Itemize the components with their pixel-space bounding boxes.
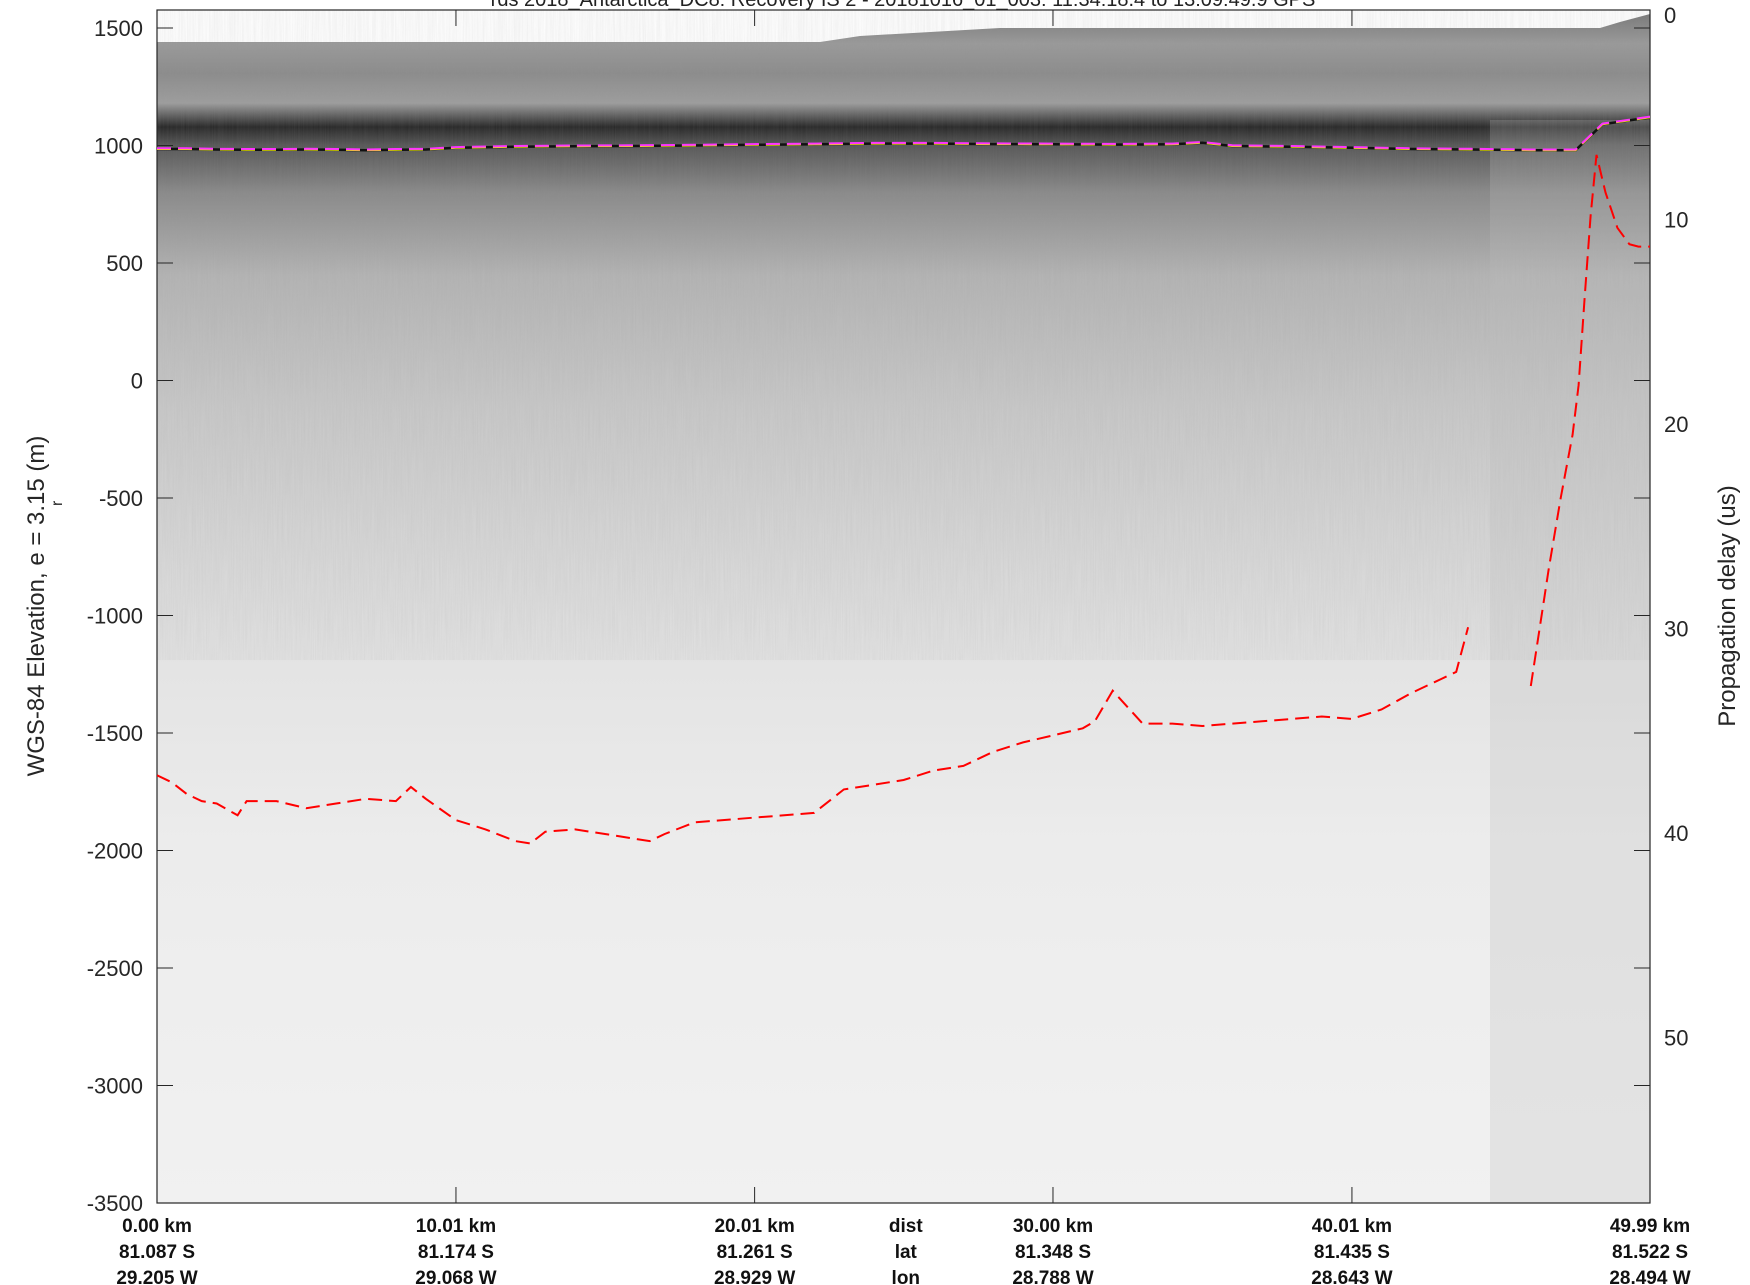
y-tick-label: 500 bbox=[106, 251, 143, 276]
y-tick-label: 1500 bbox=[94, 16, 143, 41]
y-tick-label: 0 bbox=[131, 369, 143, 394]
x-tick-label-lon: 28.494 W bbox=[1609, 1268, 1690, 1285]
svg-text:WGS-84 Elevation, e = 3.15 (m: WGS-84 Elevation, e = 3.15 (m) bbox=[23, 436, 50, 777]
x-tick-label-dist: 10.01 km bbox=[416, 1216, 496, 1237]
x-tick-label-dist: 40.01 km bbox=[1312, 1216, 1392, 1237]
series-line-3 bbox=[1529, 154, 1650, 687]
series-line-1 bbox=[157, 115, 1650, 151]
y2-tick-label: 40 bbox=[1664, 821, 1688, 846]
x-row-name: dist bbox=[889, 1216, 923, 1237]
x-tick-label-lat: 81.261 S bbox=[717, 1242, 793, 1263]
x-tick-label-dist: 0.00 km bbox=[122, 1216, 192, 1237]
x-tick-label-lat: 81.435 S bbox=[1314, 1242, 1390, 1263]
x-tick-label-dist: 49.99 km bbox=[1610, 1216, 1690, 1237]
x-tick-label-lat: 81.348 S bbox=[1015, 1242, 1091, 1263]
x-tick-label-lat: 81.174 S bbox=[418, 1242, 494, 1263]
y2-tick-label: 30 bbox=[1664, 617, 1688, 642]
y-tick-label: 1000 bbox=[94, 134, 143, 159]
chart-title: rds 2018_Antarctica_DC8: Recovery IS 2 -… bbox=[491, 0, 1316, 11]
y2-tick-label: 10 bbox=[1664, 208, 1688, 233]
y2-tick-label: 50 bbox=[1664, 1026, 1688, 1051]
y2-tick-label: 20 bbox=[1664, 412, 1688, 437]
x-tick-label-lon: 29.068 W bbox=[415, 1268, 496, 1285]
x-tick-label-lon: 28.643 W bbox=[1311, 1268, 1392, 1285]
x-tick-label-dist: 30.00 km bbox=[1013, 1216, 1093, 1237]
x-row-name: lat bbox=[895, 1242, 918, 1263]
radar-echogram bbox=[157, 10, 1650, 1203]
y-tick-label: -1500 bbox=[87, 721, 143, 746]
x-tick-label-lat: 81.087 S bbox=[119, 1242, 195, 1263]
y-tick-label: -2000 bbox=[87, 839, 143, 864]
plot-frame bbox=[156, 9, 1651, 1204]
y-tick-label: -2500 bbox=[87, 956, 143, 981]
x-row-name: lon bbox=[892, 1268, 921, 1285]
y-tick-label: -1000 bbox=[87, 604, 143, 629]
svg-text:r: r bbox=[49, 500, 66, 506]
y2-tick-label: 0 bbox=[1664, 3, 1676, 28]
y-tick-label: -3500 bbox=[87, 1191, 143, 1216]
series-line-2 bbox=[157, 627, 1470, 845]
y-tick-label: -3000 bbox=[87, 1074, 143, 1099]
x-tick-label-lon: 28.788 W bbox=[1012, 1268, 1093, 1285]
y-axis-label: WGS-84 Elevation, e = 3.15 (m) r bbox=[23, 436, 66, 777]
y2-axis-label: Propagation delay (us) bbox=[1714, 485, 1741, 726]
y-tick-label: -500 bbox=[99, 486, 143, 511]
x-tick-label-lon: 28.929 W bbox=[714, 1268, 795, 1285]
svg-text:Propagation delay (us): Propagation delay (us) bbox=[1714, 485, 1741, 726]
x-tick-label-lon: 29.205 W bbox=[116, 1268, 197, 1285]
x-tick-label-lat: 81.522 S bbox=[1612, 1242, 1688, 1263]
x-tick-label-dist: 20.01 km bbox=[714, 1216, 794, 1237]
